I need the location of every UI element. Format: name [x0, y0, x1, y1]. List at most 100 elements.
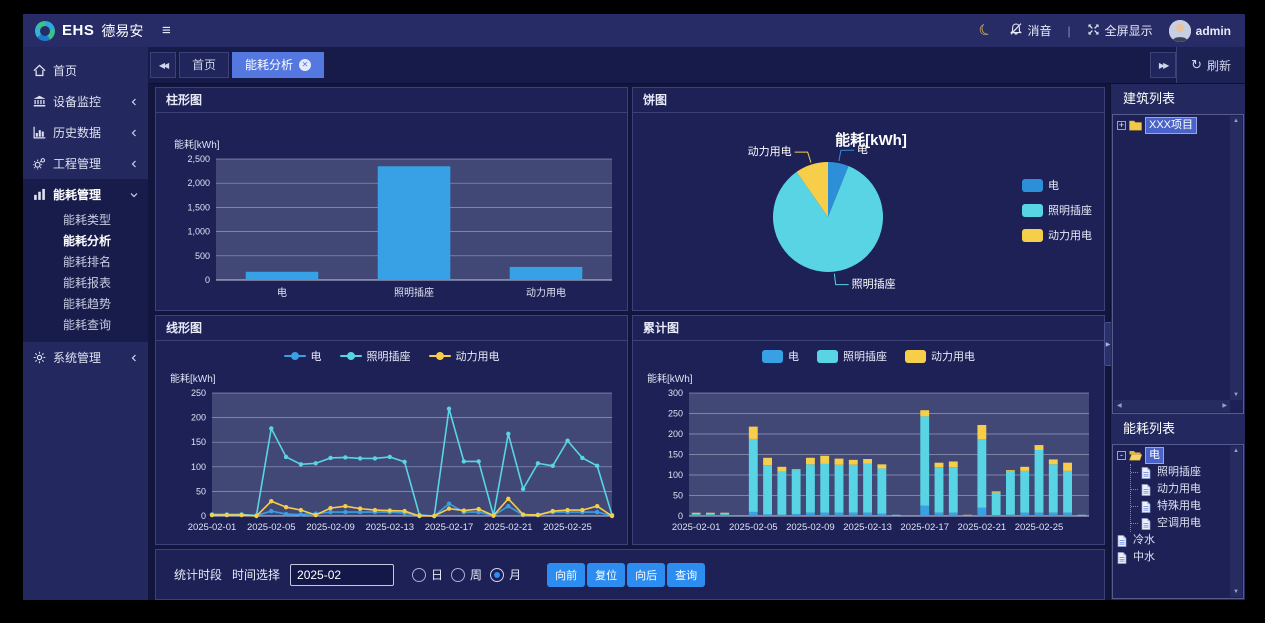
action-button-向后[interactable]: 向后	[627, 562, 666, 587]
building-tree-hscrollbar[interactable]: ◀ ▶	[1114, 400, 1230, 412]
legend-item-电[interactable]: 电	[1022, 177, 1092, 193]
tab-strip: ◀◀ 首页 能耗分析 ✕ ▶▶ ↻ 刷新	[148, 47, 1245, 84]
scroll-left-icon[interactable]: ◀	[1117, 403, 1122, 409]
sidebar-collapse-handle[interactable]: ▶	[1104, 322, 1111, 366]
fullscreen-icon	[1087, 23, 1100, 39]
tab-close-icon[interactable]: ✕	[299, 59, 312, 71]
radio-option-月[interactable]: 月	[490, 566, 521, 583]
radio-label: 日	[431, 568, 444, 582]
sidebar-subitem-能耗报表[interactable]: 能耗报表	[63, 276, 112, 290]
svg-text:150: 150	[191, 437, 206, 447]
gears-icon	[33, 157, 46, 170]
svg-text:2025-02-25: 2025-02-25	[543, 522, 592, 533]
legend-item-照明插座[interactable]: 照明插座	[817, 348, 887, 364]
energy-tree-vscrollbar[interactable]: ▲ ▼	[1230, 446, 1242, 597]
tree-node-label[interactable]: 空调用电	[1157, 517, 1201, 529]
legend-item-动力用电[interactable]: 动力用电	[905, 348, 975, 364]
legend-item-动力用电[interactable]: 动力用电	[1022, 227, 1092, 243]
refresh-button[interactable]: ↻ 刷新	[1176, 47, 1245, 83]
building-tree-vscrollbar[interactable]: ▲ ▼	[1230, 116, 1242, 400]
scroll-up-icon[interactable]: ▲	[1233, 448, 1239, 454]
tree-node-label[interactable]: 特殊用电	[1157, 500, 1201, 512]
radio-circle[interactable]	[451, 567, 466, 582]
tree-node-label[interactable]: 中水	[1133, 551, 1155, 563]
tab-首页[interactable]: 首页	[179, 52, 230, 78]
legend-item-照明插座[interactable]: 照明插座	[1022, 202, 1092, 218]
svg-text:能耗[kWh]: 能耗[kWh]	[174, 138, 220, 151]
fullscreen-button[interactable]: 全屏显示	[1087, 22, 1153, 39]
scroll-down-icon[interactable]: ▼	[1233, 589, 1239, 595]
legend-item-动力用电[interactable]: 动力用电	[428, 348, 500, 364]
tree-node-label[interactable]: 电	[1145, 447, 1164, 464]
radio-circle[interactable]	[490, 567, 505, 582]
svg-text:150: 150	[668, 450, 683, 460]
sidebar-item-能耗管理[interactable]: 能耗管理	[23, 179, 148, 210]
right-sidebar: ▶ 建筑列表 + XXX项目 ▲ ▼ ◀ ▶ 能耗列表	[1104, 84, 1245, 600]
sidebar-subitem-能耗分析[interactable]: 能耗分析	[63, 234, 112, 248]
user-menu[interactable]: admin	[1168, 19, 1231, 42]
moon-theme-icon[interactable]: ☾	[976, 19, 996, 42]
svg-text:2025-02-17: 2025-02-17	[425, 522, 474, 533]
sidebar-subitem-能耗查询[interactable]: 能耗查询	[63, 318, 112, 332]
radio-circle[interactable]	[412, 567, 427, 582]
scroll-right-icon[interactable]: ▶	[1222, 403, 1227, 409]
line-chart-panel-title: 线形图	[156, 316, 627, 341]
legend-label: 照明插座	[843, 351, 887, 363]
tree-node-特殊用电[interactable]: 特殊用电	[1131, 498, 1230, 515]
tree-node-中水[interactable]: 中水	[1117, 549, 1230, 566]
app-window: EHS 德易安 ≡ ☾ 消音 | 全屏显示 admin 首页设备监控 历史数据 工程…	[23, 14, 1245, 600]
collapse-icon[interactable]: -	[1117, 451, 1126, 460]
tree-node-动力用电[interactable]: 动力用电	[1131, 481, 1230, 498]
tree-node-label[interactable]: 照明插座	[1157, 466, 1201, 478]
radio-option-日[interactable]: 日	[412, 566, 443, 583]
sidebar-subitem-能耗排名[interactable]: 能耗排名	[63, 255, 112, 269]
legend-item-电[interactable]: 电	[762, 348, 799, 364]
tree-node-label[interactable]: 动力用电	[1157, 483, 1201, 495]
radio-option-周[interactable]: 周	[451, 566, 482, 583]
scroll-up-icon[interactable]: ▲	[1233, 118, 1239, 124]
sidebar-subitem-能耗趋势[interactable]: 能耗趋势	[63, 297, 112, 311]
legend-label: 动力用电	[1048, 230, 1092, 242]
svg-text:动力用电: 动力用电	[748, 145, 792, 158]
svg-text:250: 250	[191, 388, 206, 398]
legend-line-marker	[428, 352, 451, 360]
hamburger-menu-icon[interactable]: ≡	[162, 22, 171, 39]
tab-能耗分析[interactable]: 能耗分析 ✕	[232, 52, 325, 78]
sidebar-subitem-能耗类型[interactable]: 能耗类型	[63, 213, 112, 227]
svg-text:0: 0	[678, 511, 683, 521]
energy-list-title: 能耗列表	[1123, 421, 1176, 436]
sidebar-item-设备监控[interactable]: 设备监控	[23, 86, 148, 117]
action-button-复位[interactable]: 复位	[587, 562, 626, 587]
sidebar-item-工程管理[interactable]: 工程管理	[23, 148, 148, 179]
brand-logo: EHS 德易安	[23, 14, 148, 47]
tree-node-XXX项目[interactable]: + XXX项目	[1117, 117, 1230, 134]
sidebar-item-系统管理[interactable]: 系统管理	[23, 342, 148, 373]
tabs-scroll-left-icon[interactable]: ◀◀	[150, 52, 176, 78]
tree-node-label[interactable]: XXX项目	[1145, 117, 1198, 134]
sidebar-item-首页[interactable]: 首页	[23, 55, 148, 86]
tabs-scroll-right-icon[interactable]: ▶▶	[1150, 52, 1177, 78]
tree-node-空调用电[interactable]: 空调用电	[1131, 515, 1230, 532]
svg-text:2,500: 2,500	[187, 154, 210, 164]
sidebar-item-历史数据[interactable]: 历史数据	[23, 117, 148, 148]
navbar-right-cluster: ☾ 消音 | 全屏显示 admin	[976, 19, 1245, 42]
legend-swatch	[1022, 178, 1043, 192]
svg-text:2025-02-01: 2025-02-01	[188, 522, 237, 533]
svg-text:100: 100	[191, 462, 206, 472]
tree-node-电[interactable]: -电	[1117, 447, 1230, 464]
tree-node-冷水[interactable]: 冷水	[1117, 532, 1230, 549]
mute-button[interactable]: 消音	[1009, 22, 1052, 39]
legend-item-电[interactable]: 电	[283, 348, 322, 364]
legend-item-照明插座[interactable]: 照明插座	[339, 348, 411, 364]
scroll-down-icon[interactable]: ▼	[1233, 392, 1239, 398]
action-button-向前[interactable]: 向前	[547, 562, 586, 587]
legend-swatch	[817, 349, 838, 363]
sidebar-item-label: 首页	[53, 64, 78, 78]
stacked-chart-panel-title: 累计图	[633, 316, 1104, 341]
tree-node-label[interactable]: 冷水	[1133, 534, 1155, 546]
expand-icon[interactable]: +	[1117, 120, 1126, 130]
svg-text:2025-02-09: 2025-02-09	[306, 522, 355, 533]
tree-node-照明插座[interactable]: 照明插座	[1131, 464, 1230, 481]
action-button-查询[interactable]: 查询	[667, 562, 706, 587]
time-input[interactable]	[290, 563, 395, 586]
